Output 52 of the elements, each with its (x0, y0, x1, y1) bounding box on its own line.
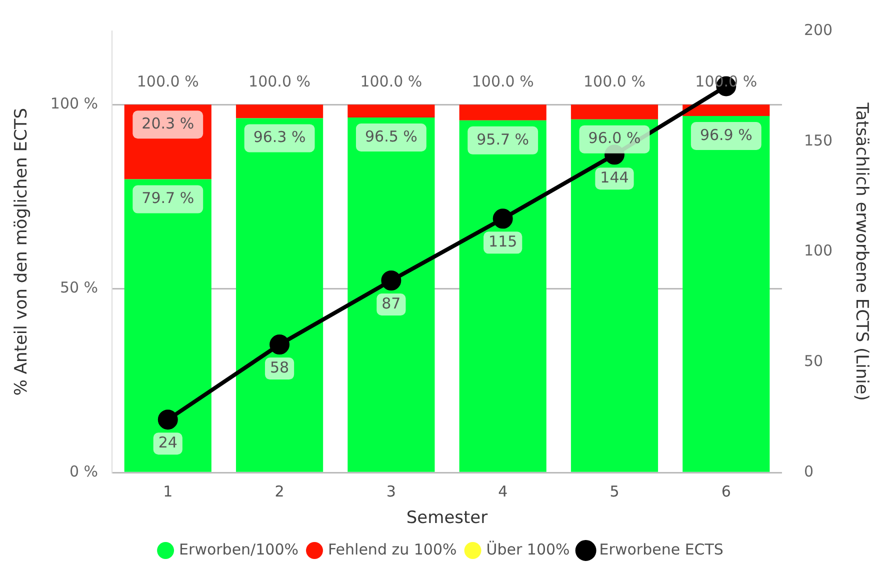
data-label: 96.3 % (253, 128, 306, 146)
point (381, 270, 402, 291)
data-label: 79.7 % (142, 189, 194, 208)
data-label: 96.5 % (364, 127, 418, 146)
point (158, 410, 178, 430)
x-tick-label: 3 (386, 482, 396, 500)
bar (236, 104, 324, 118)
y2-tick-label: 50 (804, 352, 824, 370)
x-tick-label: 2 (274, 482, 284, 500)
y2-tick-label: 100 (804, 242, 833, 260)
data-label: 20.3 % (142, 114, 194, 132)
total-label: 100.0 % (360, 72, 422, 90)
data-label: 24 (158, 434, 178, 452)
y2-tick-label: 200 (804, 20, 833, 39)
y-tick-label: 50 % (60, 278, 98, 296)
data-label: 96.0 % (588, 129, 641, 148)
bar (459, 120, 546, 472)
y-tick-label: 100 % (50, 94, 98, 112)
data-label: 87 (382, 294, 401, 312)
point (492, 208, 513, 229)
bar (682, 104, 770, 116)
bar (570, 104, 658, 120)
y-axis-title: % Anteil von den möglichen ECTS (12, 108, 32, 396)
y2-tick-label: 150 (804, 131, 833, 150)
legend-label: Erworbene ECTS (599, 540, 724, 558)
y2-tick-label: 0 (804, 462, 814, 480)
data-label: 95.7 % (476, 130, 530, 148)
bar (682, 116, 770, 472)
legend-label: Über 100% (486, 540, 570, 558)
x-axis-title: Semester (406, 508, 488, 528)
data-label: 144 (600, 168, 629, 187)
bar (459, 104, 546, 120)
bar (570, 119, 658, 472)
x-tick-label: 1 (163, 482, 173, 500)
data-label: 115 (488, 232, 518, 251)
point (270, 334, 290, 355)
y-tick-label: 0 % (69, 462, 98, 480)
legend-label: Erworben/100% (179, 540, 298, 558)
total-label: 100.0 % (584, 72, 646, 90)
x-tick-label: 5 (610, 482, 620, 500)
total-label: 100.0 % (136, 72, 199, 90)
data-label: 96.9 % (700, 126, 752, 144)
y2-axis-title: Tatsächlich erworbene ECTS (Linie) (851, 102, 872, 401)
data-label: 58 (270, 358, 290, 376)
bar (348, 104, 435, 118)
total-label: 100.0 % (248, 72, 311, 90)
legend-label: Fehlend zu 100% (328, 540, 457, 558)
bar (236, 118, 324, 472)
bar (348, 117, 435, 472)
x-tick-label: 6 (721, 482, 731, 500)
x-tick-label: 4 (498, 482, 508, 500)
total-label: 100.0 % (472, 72, 534, 90)
